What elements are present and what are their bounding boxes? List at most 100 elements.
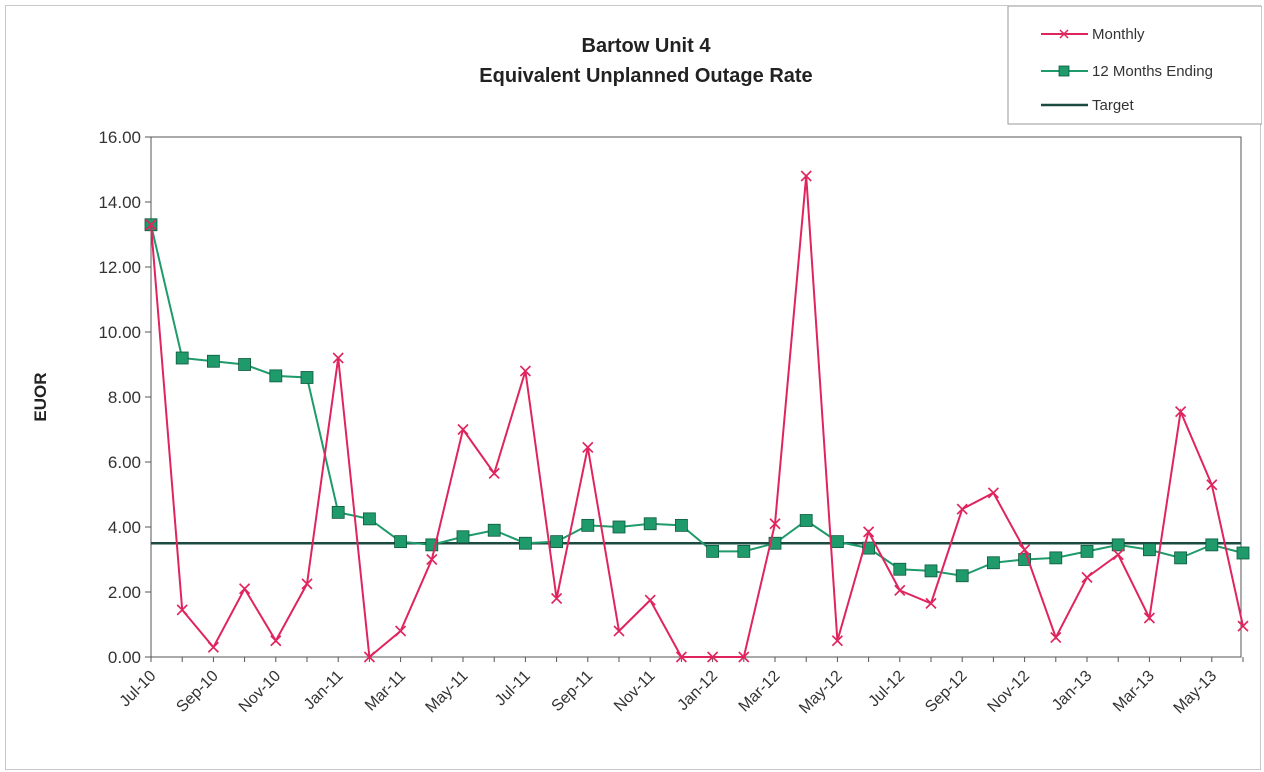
y-tick-label: 4.00 — [108, 518, 141, 537]
x-tick-label: Sep-10 — [173, 667, 222, 716]
series-12m-point — [799, 514, 813, 527]
series-12m-point — [1111, 538, 1125, 552]
x-tick-label: Nov-11 — [611, 667, 659, 715]
legend-target-label: Target — [1092, 97, 1135, 114]
series-12m-point — [206, 354, 220, 368]
series-monthly-point — [1206, 479, 1218, 491]
series-12m-point — [394, 535, 408, 549]
series-12m-point — [893, 562, 907, 576]
series-12m-point — [675, 518, 688, 532]
series-12m-point — [175, 351, 189, 365]
series-monthly-point — [1050, 631, 1062, 644]
series-monthly-point — [1081, 571, 1093, 583]
y-tick-label: 6.00 — [108, 453, 141, 472]
series-monthly-point — [395, 625, 407, 637]
y-axis-label: EUOR — [31, 372, 50, 421]
series-12m-point — [612, 520, 626, 534]
x-tick-label: Nov-10 — [236, 667, 285, 716]
series-monthly-point — [207, 641, 219, 653]
series-12m-point — [550, 535, 563, 549]
x-tick-label: May-13 — [1171, 667, 1221, 717]
series-12m-point — [987, 556, 1000, 570]
series-12m-point — [643, 517, 657, 531]
series-monthly-point — [582, 441, 594, 453]
series-12m-point — [269, 369, 283, 383]
x-tick-label: Jul-10 — [117, 667, 160, 710]
series-12m-point — [1049, 551, 1063, 565]
series-monthly-point — [363, 651, 375, 663]
series-monthly-point — [707, 651, 719, 663]
series-12m-point — [737, 544, 751, 558]
y-tick-label: 10.00 — [98, 323, 141, 342]
x-tick-label: May-11 — [423, 667, 472, 716]
series-12m-point — [831, 535, 844, 549]
x-tick-label: Sep-11 — [549, 667, 597, 715]
series-monthly-point — [894, 584, 906, 596]
series-12-months-ending — [144, 218, 1250, 583]
y-tick-label: 2.00 — [108, 583, 141, 602]
series-monthly-point — [551, 592, 563, 605]
y-tick-label: 14.00 — [98, 193, 141, 212]
series-12m-point — [456, 530, 470, 544]
series-monthly-point — [956, 503, 968, 515]
series-12m-point — [1236, 546, 1250, 560]
series-monthly-point — [675, 651, 687, 663]
series-monthly-point — [145, 219, 157, 231]
series-12m-point — [1143, 543, 1156, 557]
series-monthly-point — [176, 604, 188, 616]
x-tick-label: Jan-11 — [301, 667, 347, 713]
series-12m-point — [706, 544, 719, 558]
series-monthly-point — [1237, 620, 1249, 632]
chart-title: Bartow Unit 4 — [582, 35, 712, 57]
series-monthly-point — [987, 487, 999, 499]
series-monthly-point — [769, 518, 781, 530]
y-tick-label: 16.00 — [98, 128, 141, 147]
series-12m-point — [519, 536, 532, 550]
series-12m-point — [581, 518, 595, 532]
legend: Monthly 12 Months Ending Target — [1007, 6, 1262, 125]
series-monthly-line — [150, 175, 1244, 659]
x-tick-label: Jul-12 — [865, 667, 908, 710]
series-monthly-point — [613, 625, 625, 637]
series-monthly-point — [831, 635, 843, 647]
series-monthly-point — [332, 352, 344, 364]
series-monthly-point — [519, 365, 531, 377]
series-monthly — [145, 170, 1249, 663]
legend-12m-square-icon — [1058, 65, 1070, 77]
series-monthly-point — [863, 526, 875, 538]
series-monthly-point — [738, 651, 750, 663]
x-tick-label: Jan-13 — [1049, 667, 1096, 714]
series-monthly-point — [1143, 612, 1155, 624]
x-tick-label: Jan-12 — [674, 667, 721, 714]
series-monthly-point — [800, 170, 812, 182]
series-12m-point — [238, 358, 252, 371]
series-12m-point — [1080, 544, 1094, 558]
chart-subtitle: Equivalent Unplanned Outage Rate — [479, 65, 812, 87]
x-axis: Jul-10 Sep-10 Nov-10 Jan-11 Mar-11 May-11 Jul-… — [117, 657, 1244, 717]
series-monthly-point — [925, 597, 937, 609]
series-monthly-point — [1019, 544, 1031, 556]
y-tick-label: 0.00 — [108, 648, 141, 667]
series-monthly-point — [644, 594, 656, 606]
series-monthly-point — [457, 423, 469, 436]
legend-12m-label: 12 Months Ending — [1092, 63, 1213, 80]
chart-svg: Bartow Unit 4 Equivalent Unplanned Outag… — [31, 6, 1262, 717]
series-12m-point — [362, 512, 376, 526]
series-monthly-point — [1175, 406, 1187, 418]
series-monthly-point — [301, 578, 313, 590]
chart-frame: Bartow Unit 4 Equivalent Unplanned Outag… — [5, 5, 1262, 770]
x-tick-label: Mar-12 — [736, 667, 784, 715]
series-12m-point — [487, 523, 501, 537]
series-monthly-point — [239, 583, 251, 595]
series-12m-point — [955, 569, 969, 583]
series-12m-point — [300, 371, 314, 384]
series-12m-point — [331, 505, 345, 519]
x-tick-label: Jul-11 — [492, 667, 534, 709]
legend-monthly-label: Monthly — [1092, 26, 1145, 43]
y-axis: 0.00 2.00 4.00 6.00 8.00 10.00 12.00 14.00 16.00 — [98, 128, 151, 667]
x-tick-label: Sep-12 — [922, 667, 971, 716]
series-12m-point — [1174, 551, 1187, 565]
chart-title-group: Bartow Unit 4 Equivalent Unplanned Outag… — [479, 35, 812, 87]
series-monthly-point — [1112, 549, 1124, 561]
series-monthly-point — [270, 635, 282, 647]
